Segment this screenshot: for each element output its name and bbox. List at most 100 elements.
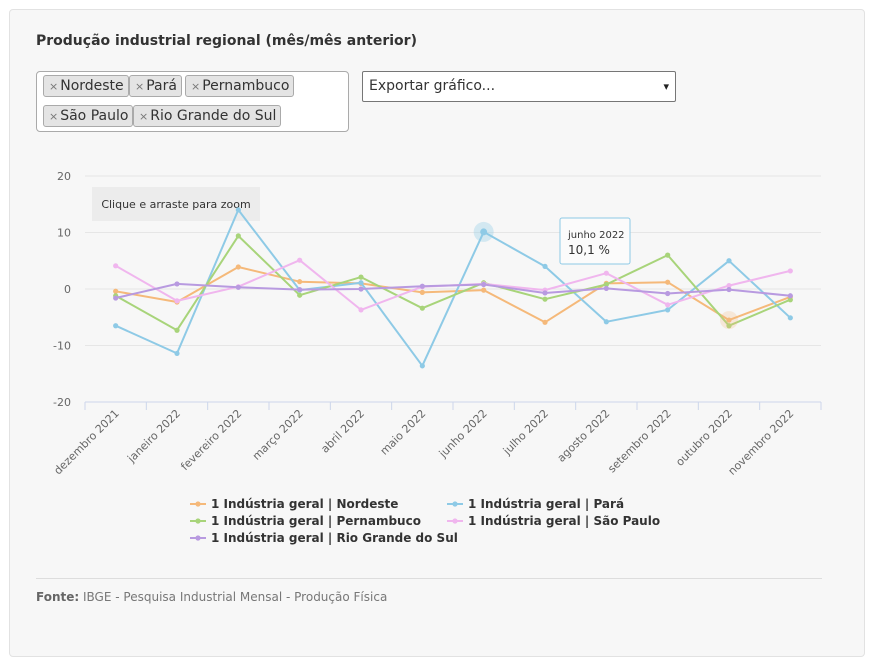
legend-item[interactable]: 1 Indústria geral | Pará <box>447 497 624 511</box>
tooltip-value: 10,1 % <box>568 243 610 257</box>
export-select-value: Exportar gráfico... <box>369 78 496 94</box>
legend-swatch-point <box>195 535 201 541</box>
filter-tag-label: Rio Grande do Sul <box>150 108 277 124</box>
y-tick-label: -10 <box>53 340 71 353</box>
zoom-hint-text: Clique e arraste para zoom <box>101 198 250 211</box>
x-tick-label: janeiro 2022 <box>124 407 183 466</box>
y-tick-label: -20 <box>53 396 71 409</box>
data-point <box>419 363 425 369</box>
data-point <box>358 274 364 280</box>
divider <box>36 578 822 579</box>
filter-tag-para: × Pará <box>129 75 182 97</box>
series-line <box>114 234 792 332</box>
data-point <box>419 289 425 295</box>
filter-tag-label: Pernambuco <box>202 78 290 94</box>
hover-point <box>480 228 488 236</box>
data-point <box>113 288 119 294</box>
x-tick-label: junho 2022 <box>436 407 490 461</box>
x-tick-label: dezembro 2021 <box>51 407 121 477</box>
data-point <box>542 290 548 296</box>
data-point <box>419 305 425 311</box>
data-point <box>113 295 119 301</box>
legend-swatch-point <box>195 501 201 507</box>
filter-tag-rio-grande-do-sul: × Rio Grande do Sul <box>133 105 282 127</box>
x-tick-label: agosto 2022 <box>555 407 613 465</box>
legend-item[interactable]: 1 Indústria geral | São Paulo <box>447 514 660 528</box>
tooltip-date: junho 2022 <box>567 230 625 241</box>
zoom-hint-box <box>92 187 260 221</box>
remove-tag-icon[interactable]: × <box>135 80 145 93</box>
data-point <box>665 252 671 258</box>
data-point <box>174 281 180 287</box>
data-point <box>726 286 732 293</box>
data-point <box>603 270 609 276</box>
series-line <box>114 266 792 324</box>
filter-tag-label: Nordeste <box>60 78 124 94</box>
data-point <box>603 319 609 325</box>
y-tick-label: 20 <box>57 170 71 183</box>
source-note: Fonte: IBGE - Pesquisa Industrial Mensal… <box>36 590 387 604</box>
data-point <box>297 292 303 298</box>
x-tick-label: julho 2022 <box>500 407 551 458</box>
data-point <box>603 281 609 288</box>
chevron-down-icon: ▾ <box>663 80 669 93</box>
legend-label: 1 Indústria geral | Nordeste <box>211 497 398 511</box>
legend-label: 1 Indústria geral | São Paulo <box>468 514 660 528</box>
hover-halo <box>720 311 738 330</box>
legend-item[interactable]: 1 Indústria geral | Rio Grande do Sul <box>190 531 458 545</box>
data-point <box>235 233 241 239</box>
data-point <box>419 283 425 289</box>
legend-label: 1 Indústria geral | Rio Grande do Sul <box>211 531 458 545</box>
filter-tag-label: São Paulo <box>60 108 129 124</box>
x-tick-label: março 2022 <box>250 407 306 463</box>
page-title: Produção industrial regional (mês/mês an… <box>36 33 417 49</box>
data-point <box>297 279 303 285</box>
data-point <box>235 264 241 270</box>
x-tick-label: maio 2022 <box>378 407 429 458</box>
remove-tag-icon[interactable]: × <box>191 80 201 93</box>
remove-tag-icon[interactable]: × <box>139 110 149 123</box>
data-point <box>174 327 180 333</box>
data-point <box>235 207 241 213</box>
data-point <box>665 307 671 313</box>
legend-label: 1 Indústria geral | Pernambuco <box>211 514 421 528</box>
remove-tag-icon[interactable]: × <box>49 80 59 93</box>
data-point <box>542 296 548 302</box>
data-point <box>726 258 732 264</box>
data-point <box>726 317 732 323</box>
data-point <box>665 302 671 308</box>
data-point <box>787 268 793 274</box>
filter-tag-sao-paulo: × São Paulo <box>43 105 134 127</box>
tooltip-box <box>559 217 631 265</box>
legend-swatch-point <box>195 518 201 524</box>
source-label: Fonte: <box>36 590 80 604</box>
data-point <box>113 263 119 269</box>
data-point <box>297 286 303 293</box>
data-point <box>787 315 793 321</box>
data-point <box>481 287 487 293</box>
region-filter[interactable]: × Nordeste × Pará × Pernambuco × São Paulo ×… <box>36 71 349 132</box>
data-point <box>787 293 793 299</box>
data-point <box>542 263 548 269</box>
series-line <box>114 208 792 367</box>
data-point <box>113 323 119 329</box>
remove-tag-icon[interactable]: × <box>49 110 59 123</box>
legend-swatch-point <box>452 518 458 524</box>
y-tick-label: 10 <box>57 227 71 240</box>
filter-tag-pernambuco: × Pernambuco <box>185 75 295 97</box>
series-line <box>114 282 792 299</box>
legend-label: 1 Indústria geral | Pará <box>468 497 624 511</box>
filter-tag-label: Pará <box>146 78 177 94</box>
legend-item[interactable]: 1 Indústria geral | Pernambuco <box>190 514 421 528</box>
legend-item[interactable]: 1 Indústria geral | Nordeste <box>190 497 398 511</box>
data-point <box>665 279 671 285</box>
export-chart-select[interactable]: Exportar gráfico... ▾ <box>362 71 676 102</box>
data-point <box>174 350 180 357</box>
filter-tag-nordeste: × Nordeste <box>43 75 129 97</box>
data-point <box>542 319 548 325</box>
data-point <box>235 284 241 290</box>
x-tick-label: outubro 2022 <box>673 407 735 469</box>
x-tick-label: abril 2022 <box>318 407 367 456</box>
data-point <box>358 286 364 292</box>
